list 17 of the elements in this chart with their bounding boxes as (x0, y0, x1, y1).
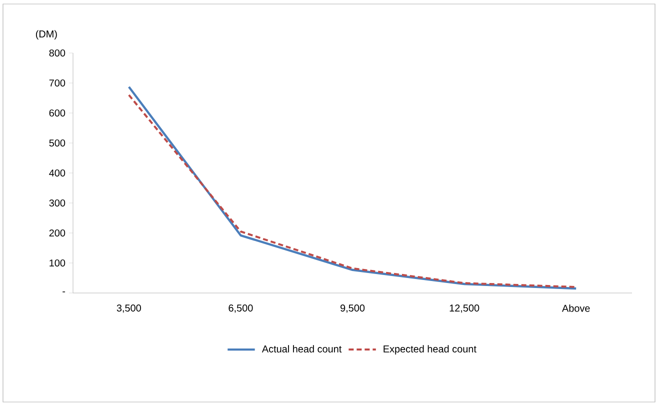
x-tick-label: 3,500 (116, 304, 141, 313)
x-tick-label: 12,500 (450, 304, 480, 313)
x-tick-label: Above (562, 304, 590, 312)
y-tick-label: - (62, 291, 66, 292)
y-tick-label: 200 (49, 229, 66, 237)
legend-label: Actual head count (262, 345, 342, 352)
y-tick-label: 500 (49, 139, 66, 147)
y-axis-title: (DM) (36, 30, 57, 40)
y-tick-label: 400 (49, 169, 66, 177)
y-tick-label: 100 (50, 259, 66, 267)
legend-label: Expected head count (384, 345, 476, 354)
y-tick-label: 300 (49, 199, 66, 207)
y-tick-label: 700 (49, 79, 66, 87)
y-tick-label: 800 (49, 49, 66, 57)
x-tick-label: 6,500 (228, 304, 253, 313)
y-tick-label: 600 (49, 109, 66, 117)
x-tick-label: 9,500 (340, 304, 365, 313)
